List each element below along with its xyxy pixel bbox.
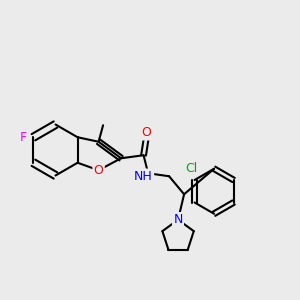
Text: NH: NH bbox=[134, 170, 153, 183]
Text: N: N bbox=[173, 213, 183, 226]
Text: O: O bbox=[94, 164, 103, 177]
Text: F: F bbox=[20, 131, 26, 144]
Text: Cl: Cl bbox=[185, 161, 198, 175]
Text: O: O bbox=[142, 126, 152, 139]
Text: N: N bbox=[173, 213, 183, 226]
